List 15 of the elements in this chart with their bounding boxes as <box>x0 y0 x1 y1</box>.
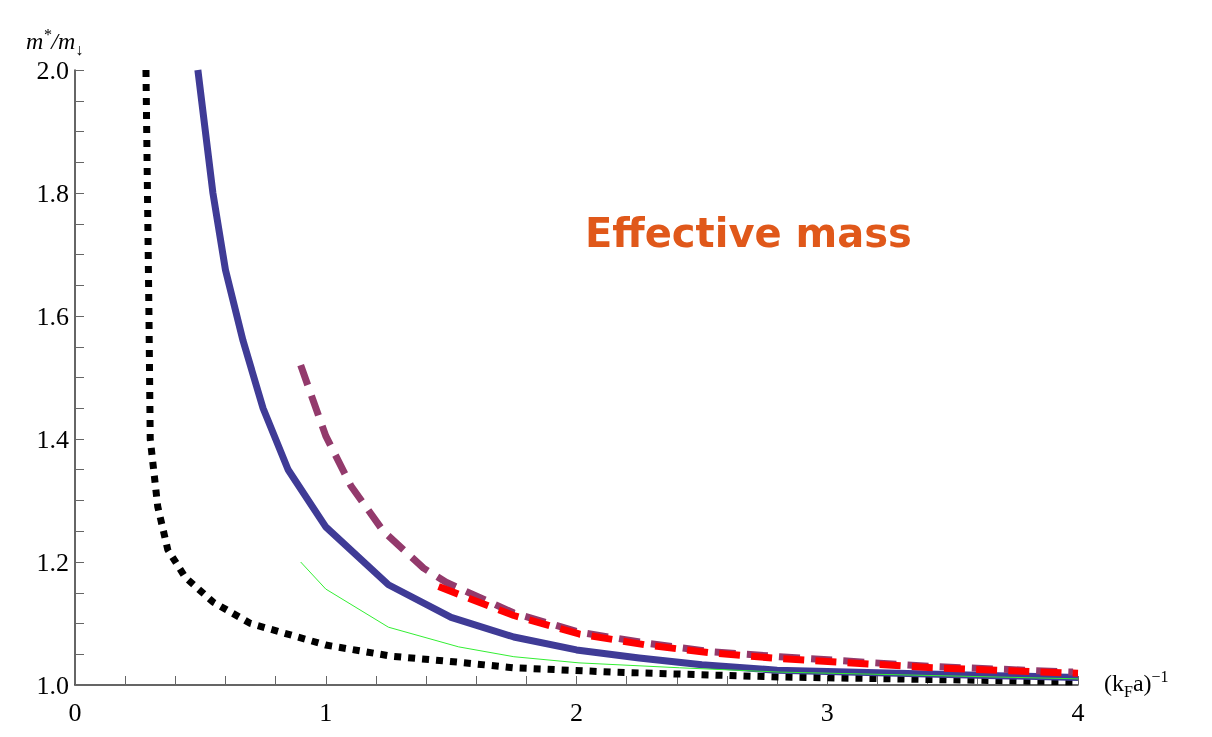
line-series <box>300 561 1079 680</box>
x-tick-label: 2 <box>570 697 583 727</box>
x-tick-label: 0 <box>68 697 82 727</box>
y-tick-label: 1.8 <box>36 178 69 208</box>
y-tick-label: 1.2 <box>36 547 69 577</box>
y-tick-label: 1.0 <box>36 670 69 700</box>
y-tick-label: 1.6 <box>36 301 69 331</box>
y-tick-label: 1.4 <box>36 424 69 454</box>
x-tick-label: 4 <box>1071 697 1085 727</box>
annotation: Effective mass <box>585 210 912 256</box>
x-tick-label: 3 <box>820 697 834 727</box>
y-axis-title: m$^{*}$/m$_{↓}$ <box>26 26 84 58</box>
x-axis-title: (k$_{F}$a)$^{−1}$ <box>1104 668 1169 701</box>
y-tick-label: 2.0 <box>36 55 69 85</box>
x-tick-label: 1 <box>319 697 333 727</box>
